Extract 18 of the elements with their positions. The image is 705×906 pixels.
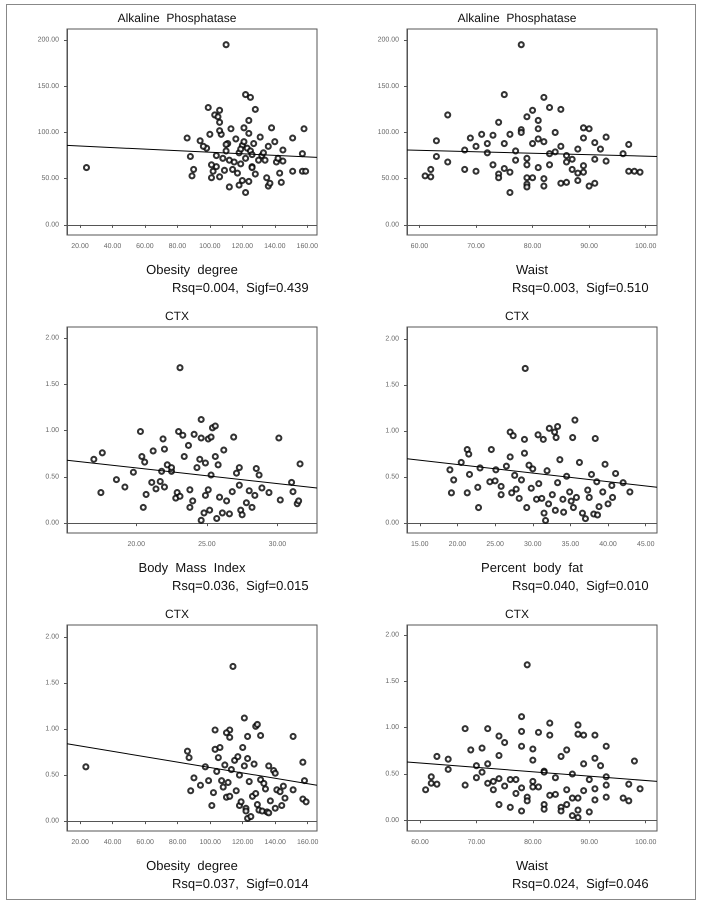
chart-title: CTX	[505, 607, 529, 621]
x-axis-title: Waist	[516, 858, 548, 873]
chart-title: CTX	[165, 607, 189, 621]
text: Rsq=0.004, Sigf=0.439	[172, 280, 309, 295]
chart-title: CTX	[505, 309, 529, 323]
chart-title: CTX	[165, 309, 189, 323]
text: Rsq=0.036, Sigf=0.015	[172, 578, 309, 593]
x-axis-title: Obesity degree	[146, 858, 238, 873]
text: Rsq=0.024, Sigf=0.046	[512, 876, 649, 891]
x-axis-title: Body Mass Index	[138, 560, 246, 575]
x-axis-title: Percent body fat	[481, 560, 584, 575]
chart-title: Alkaline Phosphatase	[118, 11, 237, 25]
text: Rsq=0.037, Sigf=0.014	[172, 876, 309, 891]
text: Rsq=0.003, Sigf=0.510	[512, 280, 649, 295]
chart-title: Alkaline Phosphatase	[458, 11, 577, 25]
text: Rsq=0.040, Sigf=0.010	[512, 578, 649, 593]
x-axis-title: Waist	[516, 262, 548, 277]
x-axis-title: Obesity degree	[146, 262, 238, 277]
